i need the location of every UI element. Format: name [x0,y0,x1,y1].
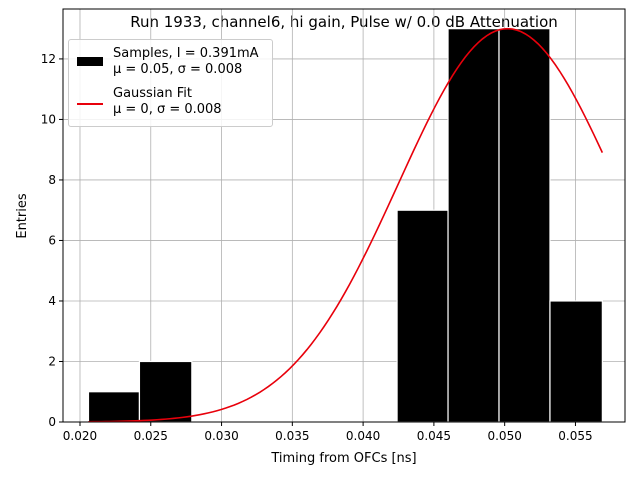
histogram-bar [447,28,500,423]
legend: Samples, I = 0.391mA μ = 0.05, σ = 0.008… [68,39,273,127]
y-tick-label: 8 [48,173,56,187]
chart-title: Run 1933, channel6, hi gain, Pulse w/ 0.… [130,13,558,31]
legend-bar-swatch [77,57,103,66]
y-tick-label: 2 [48,354,56,368]
x-tick-label: 0.035 [275,429,309,443]
histogram-bars [87,28,603,423]
histogram-bar [549,300,603,423]
x-tick-label: 0.040 [346,429,380,443]
y-axis-ticks: 0 2 4 6 8 10 12 [41,52,63,429]
plot-frame [62,8,626,423]
legend-samples-label: Samples, I = 0.391mA [113,46,259,61]
legend-fit-label: Gaussian Fit [113,86,193,101]
y-tick-label: 12 [41,52,56,66]
x-tick-label: 0.025 [134,429,168,443]
x-tick-label: 0.030 [204,429,238,443]
legend-samples-stats: μ = 0.05, σ = 0.008 [113,62,243,77]
histogram-bar [498,28,551,423]
histogram-bar [138,360,193,423]
x-tick-label: 0.050 [487,429,521,443]
y-tick-label: 4 [48,294,56,308]
x-axis-ticks: 0.020 0.025 0.030 0.035 0.040 0.045 0.050 0.055 [63,422,593,443]
x-tick-label: 0.020 [63,429,97,443]
histogram-bar [87,391,141,423]
legend-fit-stats: μ = 0, σ = 0.008 [113,102,222,117]
y-tick-label: 6 [48,233,56,247]
histogram-bar [396,209,449,423]
x-tick-label: 0.055 [558,429,592,443]
legend-line-swatch [77,103,103,105]
y-tick-label: 0 [48,415,56,429]
fit-curve-layer [88,27,604,423]
x-axis-label: Timing from OFCs [ns] [270,451,416,466]
y-axis-label: Entries [15,193,30,239]
gaussian-fit-curve [88,27,604,423]
y-tick-label: 10 [41,112,56,126]
x-tick-label: 0.045 [417,429,451,443]
